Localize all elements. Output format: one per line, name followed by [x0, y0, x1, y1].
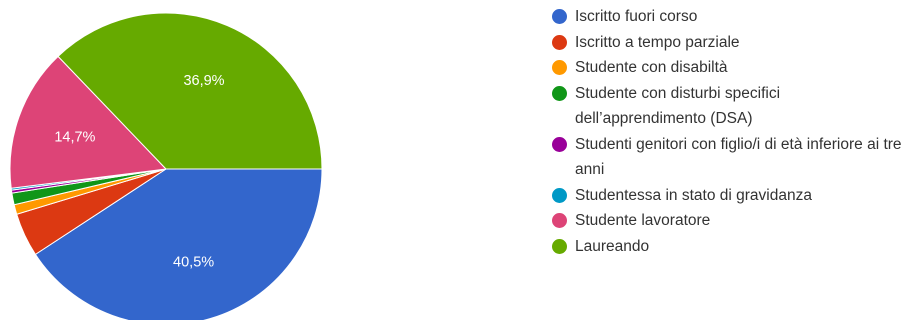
- legend-label: Laureando: [575, 237, 650, 255]
- legend-swatch-icon: [552, 213, 567, 228]
- legend-item-studente-con-disabilita[interactable]: Studente con disabiltà: [552, 55, 912, 81]
- pie-slice-label-0: 40,5%: [173, 255, 214, 271]
- legend-swatch-icon: [552, 238, 567, 254]
- legend-item-iscritto-a-tempo-parziale[interactable]: Iscritto a tempo parziale: [552, 30, 912, 56]
- pie-slice-label-7: 36,9%: [183, 73, 224, 89]
- legend-item-studenti-genitori[interactable]: Studenti genitori con figlio/i di età in…: [552, 132, 912, 183]
- legend-label: Studentessa in stato di gravidanza: [575, 186, 812, 204]
- pie-slice-label-6: 14,7%: [54, 130, 95, 146]
- legend-swatch-icon: [552, 60, 567, 75]
- legend-swatch-icon: [552, 34, 567, 50]
- pie-slices: [9, 12, 323, 320]
- legend-label: Studente con disturbi specifici dell’app…: [575, 84, 781, 128]
- legend-label: Studente con disabiltà: [575, 59, 728, 76]
- pie-slice-6[interactable]: [9, 55, 168, 189]
- legend-item-studentessa-gravidanza[interactable]: Studentessa in stato di gravidanza: [552, 183, 912, 209]
- legend-label: Iscritto a tempo parziale: [575, 33, 740, 51]
- legend-item-iscritto-fuori-corso[interactable]: Iscritto fuori corso: [552, 4, 912, 30]
- legend-swatch-icon: [552, 187, 567, 203]
- pie-slice-0[interactable]: [34, 168, 323, 320]
- pie-slice-7[interactable]: [57, 12, 323, 170]
- legend-label: Studente lavoratore: [575, 212, 711, 229]
- legend: Iscritto fuori corso Iscritto a tempo pa…: [552, 4, 912, 259]
- legend-item-laureando[interactable]: Laureando: [552, 234, 912, 260]
- pie-slice-labels: 40,5% 14,7% 36,9%: [54, 73, 224, 271]
- legend-label: Iscritto fuori corso: [575, 8, 698, 25]
- legend-label: Studenti genitori con figlio/i di età in…: [575, 135, 902, 179]
- pie-plot: 40,5% 14,7% 36,9%: [9, 12, 323, 320]
- legend-swatch-icon: [552, 9, 567, 24]
- legend-swatch-icon: [552, 136, 567, 152]
- legend-item-studente-lavoratore[interactable]: Studente lavoratore: [552, 208, 912, 234]
- legend-item-studente-con-dsa[interactable]: Studente con disturbi specifici dell’app…: [552, 81, 912, 132]
- legend-swatch-icon: [552, 85, 567, 101]
